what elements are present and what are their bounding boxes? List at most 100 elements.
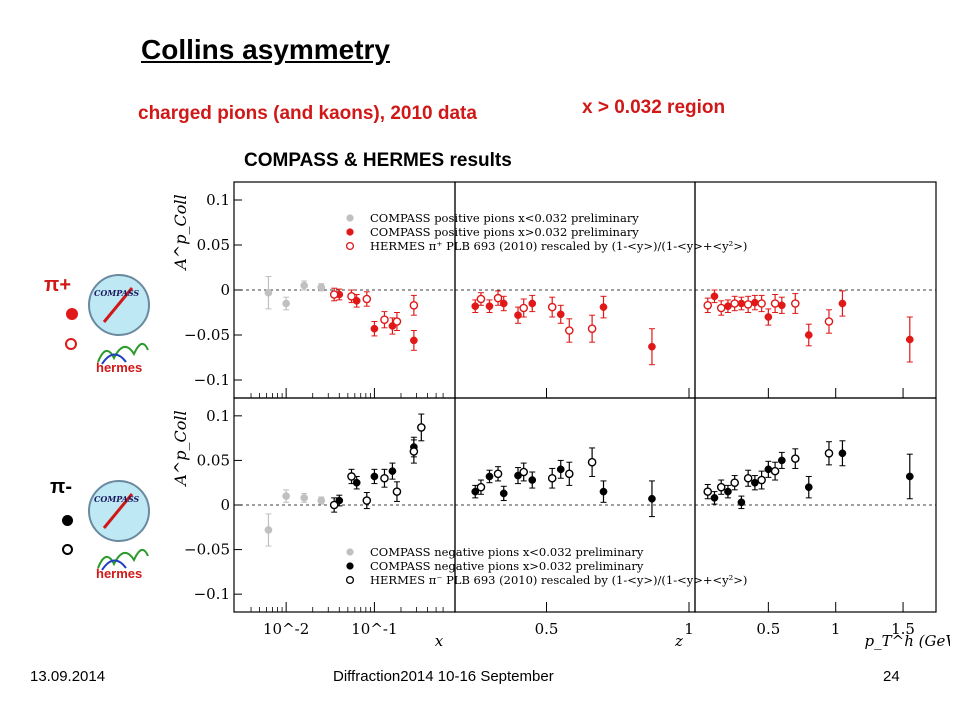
y-axis-label: A^p_Coll xyxy=(171,194,190,271)
data-point xyxy=(380,315,389,324)
compass-hermes-logo-minus: COMPASS hermes xyxy=(88,480,150,581)
data-point xyxy=(703,301,713,310)
data-point xyxy=(264,288,273,297)
x-tick-label: 10^-2 xyxy=(263,620,309,638)
data-point xyxy=(716,482,726,492)
compass-marker-icon xyxy=(62,515,73,526)
data-point xyxy=(804,483,813,492)
data-point xyxy=(352,296,361,305)
x-tick-label: 1 xyxy=(831,620,841,638)
data-point xyxy=(329,500,339,510)
y-tick-label: −0.1 xyxy=(194,585,230,603)
collins-asymmetry-plot: 0.1 0.05 0 −0.05 −0.1 A^p_Coll 0.1 0.05 0 −0.05 −0… xyxy=(171,181,950,650)
data-point xyxy=(648,342,656,351)
footer-page-number: 24 xyxy=(883,668,900,685)
legend-entry: COMPASS negative pions x<0.032 prelimina… xyxy=(370,545,644,559)
hermes-wings-icon xyxy=(97,549,149,569)
y-tick-label: 0.1 xyxy=(206,191,230,209)
data-point xyxy=(264,526,273,534)
data-point xyxy=(519,467,529,477)
data-point xyxy=(388,467,397,475)
data-point xyxy=(392,487,402,496)
x-axis-label: x xyxy=(435,632,444,650)
data-point xyxy=(790,299,800,308)
data-point xyxy=(770,466,780,476)
data-point xyxy=(485,472,494,481)
data-point xyxy=(493,469,503,479)
data-point xyxy=(317,496,326,505)
data-point xyxy=(599,487,608,496)
x-tick-label: 1 xyxy=(684,620,694,638)
slide-subtitle: charged pions (and kaons), 2010 data xyxy=(138,103,477,124)
data-point xyxy=(710,494,719,502)
data-point xyxy=(282,492,290,500)
x-tick-label: 1.5 xyxy=(891,620,915,638)
legend-marker xyxy=(345,575,355,585)
data-point xyxy=(519,303,529,313)
y-tick-label: 0.1 xyxy=(206,407,230,425)
data-point xyxy=(764,313,773,321)
data-point xyxy=(648,494,656,503)
data-point xyxy=(716,303,726,313)
data-point xyxy=(476,482,486,492)
data-point xyxy=(824,317,834,326)
data-point xyxy=(282,299,290,308)
footer-conference: Diffraction2014 10-16 September xyxy=(333,668,554,685)
hermes-marker-icon xyxy=(65,338,77,350)
legend-entry: COMPASS positive pions x<0.032 prelimina… xyxy=(370,211,639,225)
data-point xyxy=(392,317,402,326)
compass-hermes-logo-plus: COMPASS hermes xyxy=(88,274,150,375)
legend-marker xyxy=(346,228,354,236)
hermes-logo-text: hermes xyxy=(96,566,142,581)
y-tick-label: −0.05 xyxy=(184,541,230,559)
data-point xyxy=(499,489,508,498)
data-point xyxy=(730,299,739,308)
data-point xyxy=(409,301,419,310)
region-label: x > 0.032 region xyxy=(582,97,726,118)
y-tick-label: −0.1 xyxy=(194,371,230,389)
data-point xyxy=(300,494,309,502)
compass-marker-icon xyxy=(66,308,78,320)
y-axis-label: A^p_Coll xyxy=(171,410,190,487)
data-point xyxy=(564,469,574,479)
footer-date: 13.09.2014 xyxy=(30,668,106,685)
data-point xyxy=(905,335,914,344)
hermes-marker-icon xyxy=(62,544,73,555)
x-tick-label: 0.5 xyxy=(756,620,780,638)
data-point xyxy=(790,454,800,463)
data-point xyxy=(362,496,372,505)
data-point xyxy=(905,472,914,481)
data-point xyxy=(499,299,508,308)
data-point xyxy=(737,498,746,507)
compass-needle-icon xyxy=(102,493,134,529)
data-point xyxy=(409,447,419,456)
data-point xyxy=(770,299,780,308)
data-point xyxy=(564,326,574,335)
legend-marker xyxy=(346,548,354,556)
legend-entry: COMPASS positive pions x>0.032 prelimina… xyxy=(370,225,639,239)
y-tick-label: 0 xyxy=(220,496,230,514)
data-point xyxy=(703,487,713,496)
legend-marker xyxy=(346,562,354,570)
data-point xyxy=(710,292,719,301)
data-point xyxy=(838,299,847,308)
legend-marker xyxy=(345,241,355,251)
data-point xyxy=(471,487,480,496)
x-tick-label: 0.5 xyxy=(535,620,559,638)
data-point xyxy=(587,324,597,333)
data-point xyxy=(547,302,557,312)
y-tick-label: 0.05 xyxy=(197,236,230,254)
y-tick-label: 0.05 xyxy=(197,451,230,469)
data-point xyxy=(417,423,426,432)
data-point xyxy=(730,478,739,488)
data-point xyxy=(599,303,608,311)
data-point xyxy=(347,292,356,301)
data-point xyxy=(485,302,494,311)
data-point xyxy=(347,472,356,481)
data-point xyxy=(838,449,847,458)
data-point xyxy=(352,478,361,487)
y-tick-label: 0 xyxy=(220,281,230,299)
x-tick-label: 10^-1 xyxy=(351,620,397,638)
results-heading: COMPASS & HERMES results xyxy=(244,150,512,171)
data-point xyxy=(493,293,503,303)
